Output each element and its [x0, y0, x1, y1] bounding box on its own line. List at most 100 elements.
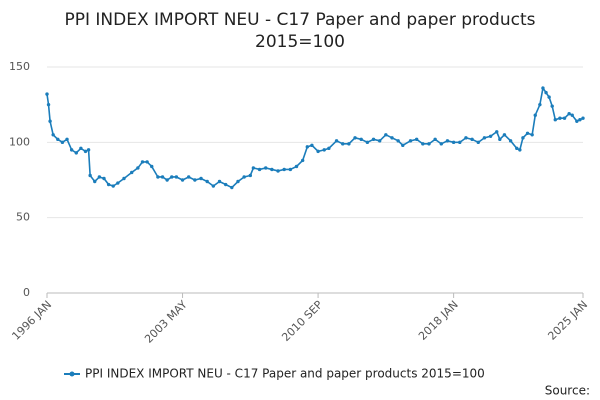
data-point: [570, 113, 574, 117]
data-point: [439, 142, 443, 146]
x-tick-label: 2003 MAY: [142, 298, 190, 346]
data-point: [547, 95, 551, 99]
data-point: [230, 185, 234, 190]
data-point: [495, 130, 499, 134]
data-point: [270, 167, 274, 172]
data-point: [60, 140, 65, 145]
data-point: [498, 137, 502, 142]
data-point: [106, 182, 111, 187]
data-point: [578, 118, 582, 122]
data-point: [525, 131, 530, 135]
data-point: [160, 175, 165, 179]
data-point: [236, 179, 240, 184]
data-point: [502, 133, 507, 137]
data-point: [327, 146, 331, 151]
x-tick-label: 2025 JAN: [545, 298, 590, 343]
data-point: [427, 142, 431, 146]
data-point: [575, 119, 579, 123]
data-point: [199, 176, 203, 181]
data-point: [48, 119, 52, 123]
data-point: [408, 139, 413, 143]
data-point: [518, 148, 522, 152]
data-point: [401, 143, 405, 148]
data-point: [464, 136, 468, 140]
data-point: [310, 143, 314, 148]
data-point: [174, 175, 179, 179]
data-point: [451, 140, 456, 145]
data-point: [567, 112, 571, 116]
data-point: [384, 133, 388, 137]
data-point: [282, 167, 286, 172]
data-point: [488, 134, 493, 139]
data-point: [550, 104, 554, 108]
data-point: [541, 86, 545, 90]
data-point: [470, 137, 474, 142]
data-point: [294, 164, 299, 169]
data-point: [257, 167, 262, 172]
data-point: [116, 181, 120, 185]
data-point: [165, 178, 169, 182]
data-point: [136, 166, 140, 170]
data-point: [371, 137, 376, 142]
data-point: [74, 151, 78, 155]
y-tick-label: 0: [23, 286, 30, 299]
data-point: [377, 139, 382, 143]
data-point: [111, 184, 115, 188]
data-line: [46, 86, 584, 189]
data-point: [482, 136, 487, 140]
data-point: [334, 139, 339, 143]
data-point: [193, 178, 197, 182]
data-point: [508, 139, 513, 143]
data-point: [102, 176, 106, 181]
data-point: [150, 164, 154, 169]
data-point: [581, 116, 585, 120]
x-tick-label: 1996 JAN: [9, 298, 54, 343]
data-point: [88, 173, 92, 178]
y-tick-label: 150: [9, 60, 30, 73]
data-point: [45, 92, 49, 96]
x-tick-label: 2010 SEP: [279, 298, 325, 344]
data-point: [65, 137, 69, 142]
legend-marker: [69, 371, 75, 377]
y-tick-label: 50: [16, 211, 30, 224]
data-point: [414, 137, 419, 142]
data-point: [458, 140, 462, 145]
data-point: [56, 137, 60, 142]
data-point: [433, 137, 437, 142]
data-point: [347, 142, 351, 146]
data-point: [322, 148, 326, 152]
data-point: [515, 146, 519, 151]
chart-title: 2015=100: [255, 32, 345, 52]
data-point: [341, 142, 345, 146]
data-point: [553, 118, 557, 122]
y-tick-label: 100: [9, 135, 30, 148]
data-point: [316, 149, 320, 154]
data-point: [79, 146, 83, 151]
data-point: [130, 170, 134, 175]
source-label: Source:: [545, 384, 590, 398]
data-point: [530, 133, 534, 137]
data-point: [421, 142, 425, 146]
data-point: [248, 173, 253, 178]
data-point: [83, 149, 88, 154]
data-point: [562, 116, 567, 120]
data-point: [533, 113, 537, 117]
data-point: [365, 140, 370, 145]
data-point: [305, 145, 309, 149]
data-point: [211, 184, 216, 188]
data-point: [51, 133, 55, 137]
data-point: [46, 102, 51, 107]
data-point: [359, 137, 363, 142]
data-point: [276, 169, 280, 173]
data-point: [544, 90, 548, 95]
data-point: [300, 158, 305, 163]
data-point: [521, 136, 525, 140]
data-point: [97, 175, 102, 179]
data-point: [156, 175, 160, 179]
data-point: [69, 148, 74, 152]
data-point: [264, 166, 268, 170]
data-point: [170, 175, 174, 179]
x-tick-label: 2018 JAN: [416, 298, 461, 343]
data-point: [476, 140, 480, 145]
data-point: [223, 182, 228, 187]
